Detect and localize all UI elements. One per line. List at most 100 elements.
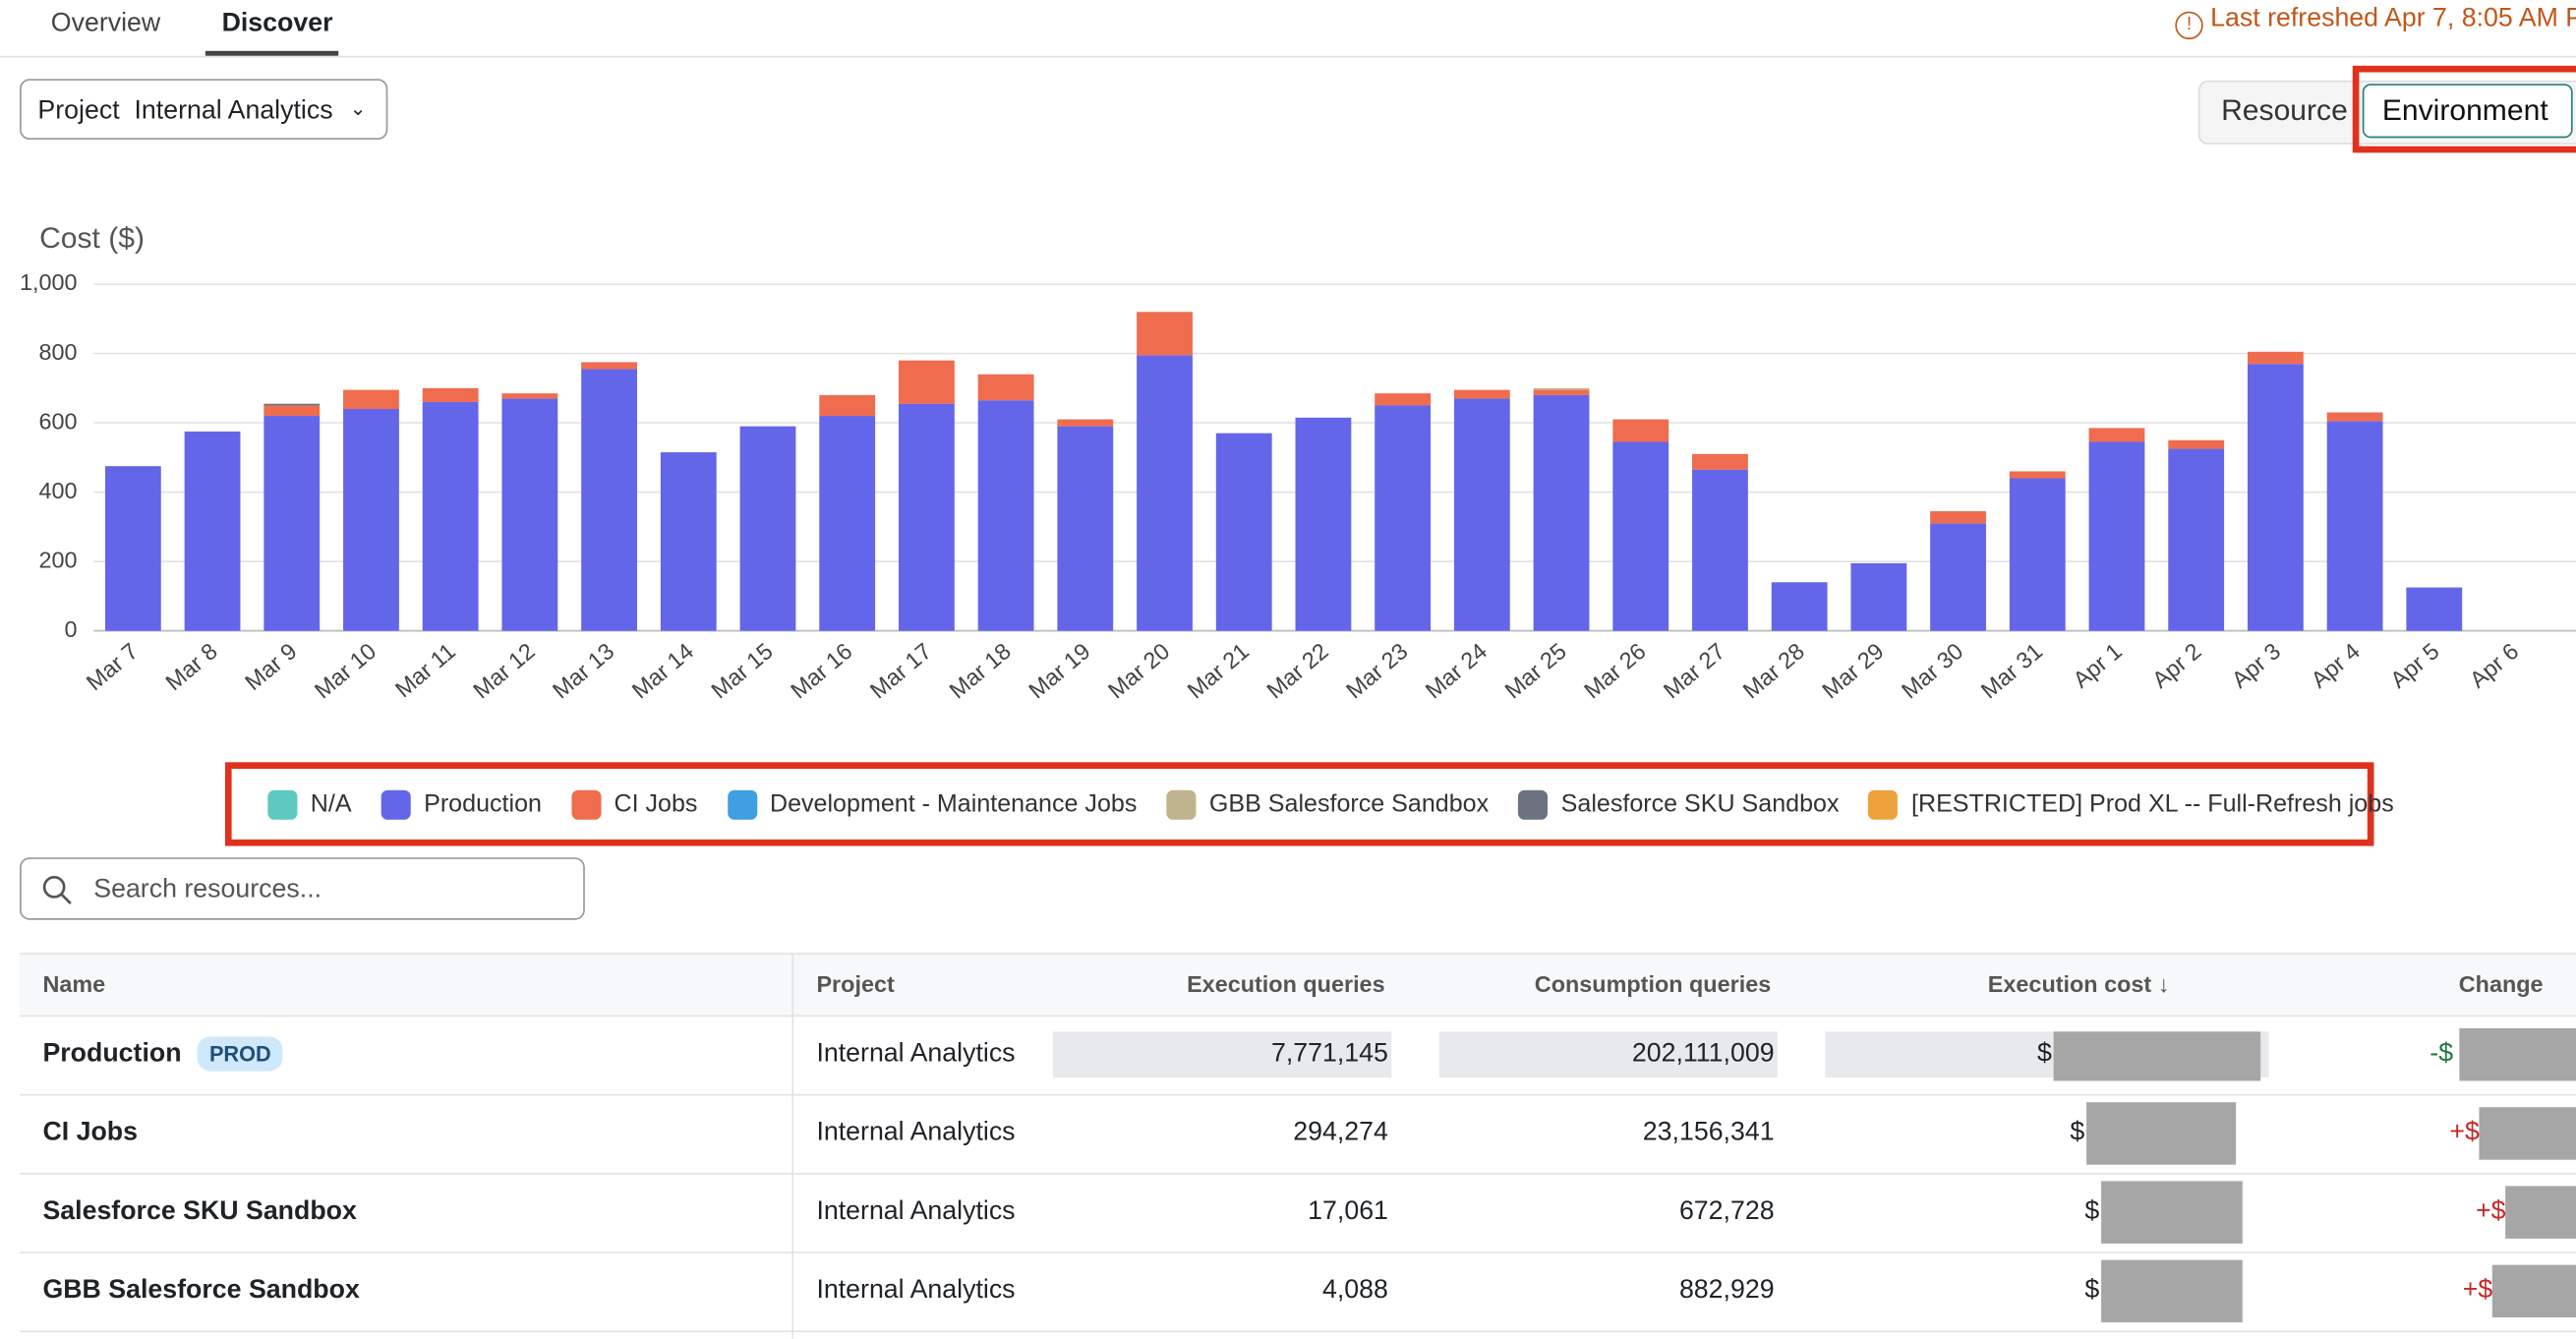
- bar-segment: [2168, 440, 2224, 449]
- bar-segment: [581, 369, 637, 630]
- bar-segment: [740, 427, 796, 631]
- x-tick-label: Mar 16: [786, 638, 856, 704]
- redacted: [2101, 1260, 2243, 1322]
- table-header: NameProjectExecution queriesConsumption …: [20, 953, 2576, 1017]
- bar-segment: [1612, 441, 1669, 630]
- badge: PROD: [198, 1036, 282, 1071]
- name-text: GBB Salesforce Sandbox: [42, 1276, 359, 1304]
- legend-item: Development - Maintenance Jobs: [728, 789, 1138, 819]
- x-tick-label: Mar 31: [1976, 638, 2047, 704]
- bar-segment: [501, 398, 557, 630]
- column-header: Consumption queries: [1535, 955, 1771, 1016]
- bar-segment: [343, 409, 399, 631]
- legend-item: GBB Salesforce Sandbox: [1166, 789, 1489, 819]
- y-tick-label: 400: [39, 478, 78, 503]
- bar-segment: [1057, 427, 1113, 631]
- redacted: [2459, 1028, 2576, 1080]
- table-row: GBB Salesforce Sandbox Internal Analytics…: [20, 1252, 2576, 1332]
- resource-name: Production PROD: [42, 1016, 282, 1094]
- bar-segment: [1137, 312, 1193, 355]
- change-prefix: -$: [2430, 1016, 2453, 1094]
- name-text: Salesforce SKU Sandbox: [42, 1197, 356, 1225]
- x-tick-label: Mar 22: [1261, 638, 1332, 704]
- legend-swatch: [728, 789, 757, 819]
- cost-prefix: $: [2037, 1016, 2052, 1094]
- bar-segment: [263, 416, 320, 631]
- bar-segment: [263, 405, 320, 416]
- name-text: Production: [42, 1040, 181, 1068]
- chart: Cost ($) 02004006008001,000Mar 7Mar 8Mar…: [0, 0, 2576, 723]
- x-tick-label: Mar 15: [706, 638, 777, 704]
- resource-name: GBB Salesforce Sandbox: [42, 1252, 359, 1330]
- bar-segment: [1454, 390, 1510, 399]
- legend-item: CI Jobs: [571, 789, 697, 819]
- bar-segment: [1216, 434, 1272, 631]
- y-axis-title: Cost ($): [39, 222, 145, 255]
- bar-segment: [899, 404, 955, 631]
- bar-segment: [2248, 352, 2304, 364]
- consumption-queries: 23,156,341: [1643, 1094, 1775, 1173]
- bar-segment: [2089, 441, 2145, 630]
- bar-segment: [1375, 405, 1431, 630]
- search-placeholder: Search resources...: [93, 876, 322, 905]
- bar-segment: [263, 404, 320, 406]
- bar-segment: [1534, 390, 1590, 395]
- x-tick-label: Mar 26: [1579, 638, 1650, 704]
- x-tick-label: Apr 1: [2068, 638, 2127, 693]
- x-tick-label: Mar 8: [160, 638, 221, 695]
- table-row: Salesforce SKU Sandbox Internal Analytics…: [20, 1173, 2576, 1253]
- execution-queries: 7,771,145: [1271, 1016, 1388, 1094]
- x-tick-label: Mar 9: [240, 638, 301, 695]
- search-icon: [41, 874, 74, 906]
- execution-queries: 294,274: [1293, 1094, 1388, 1173]
- column-header: Name: [42, 955, 105, 1016]
- x-tick-label: Mar 29: [1817, 638, 1888, 704]
- redacted: [2492, 1265, 2576, 1317]
- x-tick-label: Mar 12: [468, 638, 539, 704]
- bar-segment: [501, 393, 557, 398]
- bar-segment: [1057, 420, 1113, 427]
- legend-item: [RESTRICTED] Prod XL -- Full-Refresh job…: [1869, 789, 2394, 819]
- x-tick-label: Mar 27: [1659, 638, 1729, 704]
- column-header: Project: [816, 955, 894, 1016]
- table: NameProjectExecution queriesConsumption …: [20, 953, 2576, 1339]
- bar-segment: [1930, 511, 1986, 523]
- bar-segment: [1454, 398, 1510, 630]
- x-tick-label: Mar 21: [1183, 638, 1254, 704]
- legend-item: Production: [381, 789, 542, 819]
- consumption-queries: 882,929: [1679, 1252, 1775, 1330]
- table-row: CI JobsInternal Analytics294,27423,156,3…: [20, 1094, 2576, 1175]
- cost-prefix: $: [2084, 1252, 2099, 1330]
- bar-segment: [1137, 355, 1193, 630]
- x-tick-label: Mar 19: [1024, 638, 1094, 704]
- bar-segment: [423, 388, 479, 402]
- resource-name: Salesforce SKU Sandbox: [42, 1173, 356, 1252]
- project: Internal Analytics: [816, 1173, 1015, 1252]
- x-tick-label: Mar 25: [1499, 638, 1570, 704]
- x-tick-label: Mar 30: [1897, 638, 1967, 704]
- x-tick-label: Mar 24: [1421, 638, 1492, 704]
- project: Internal Analytics: [816, 1016, 1015, 1094]
- change-prefix: +$: [2463, 1252, 2492, 1330]
- y-tick-label: 200: [39, 547, 78, 572]
- bar-segment: [1772, 582, 1828, 630]
- legend-swatch: [1869, 789, 1899, 819]
- consumption-queries: 672,728: [1679, 1173, 1775, 1252]
- bar-segment: [2010, 479, 2066, 631]
- legend-label: GBB Salesforce Sandbox: [1209, 790, 1489, 818]
- x-tick-label: Mar 28: [1738, 638, 1809, 704]
- legend-swatch: [1518, 789, 1548, 819]
- y-tick-label: 0: [65, 616, 78, 642]
- search-box[interactable]: Search resources...: [20, 857, 585, 919]
- legend-label: Production: [424, 790, 542, 818]
- project: Internal Analytics: [816, 1252, 1015, 1330]
- bar-segment: [899, 361, 955, 404]
- legend-item: Salesforce SKU Sandbox: [1518, 789, 1839, 819]
- x-tick-label: Mar 17: [865, 638, 936, 704]
- legend-label: [RESTRICTED] Prod XL -- Full-Refresh job…: [1911, 790, 2394, 818]
- bar-segment: [2406, 588, 2462, 631]
- x-tick-label: Mar 20: [1103, 638, 1174, 704]
- execution-queries: 17,061: [1308, 1173, 1388, 1252]
- bar-segment: [105, 466, 161, 630]
- x-tick-label: Mar 10: [310, 638, 381, 704]
